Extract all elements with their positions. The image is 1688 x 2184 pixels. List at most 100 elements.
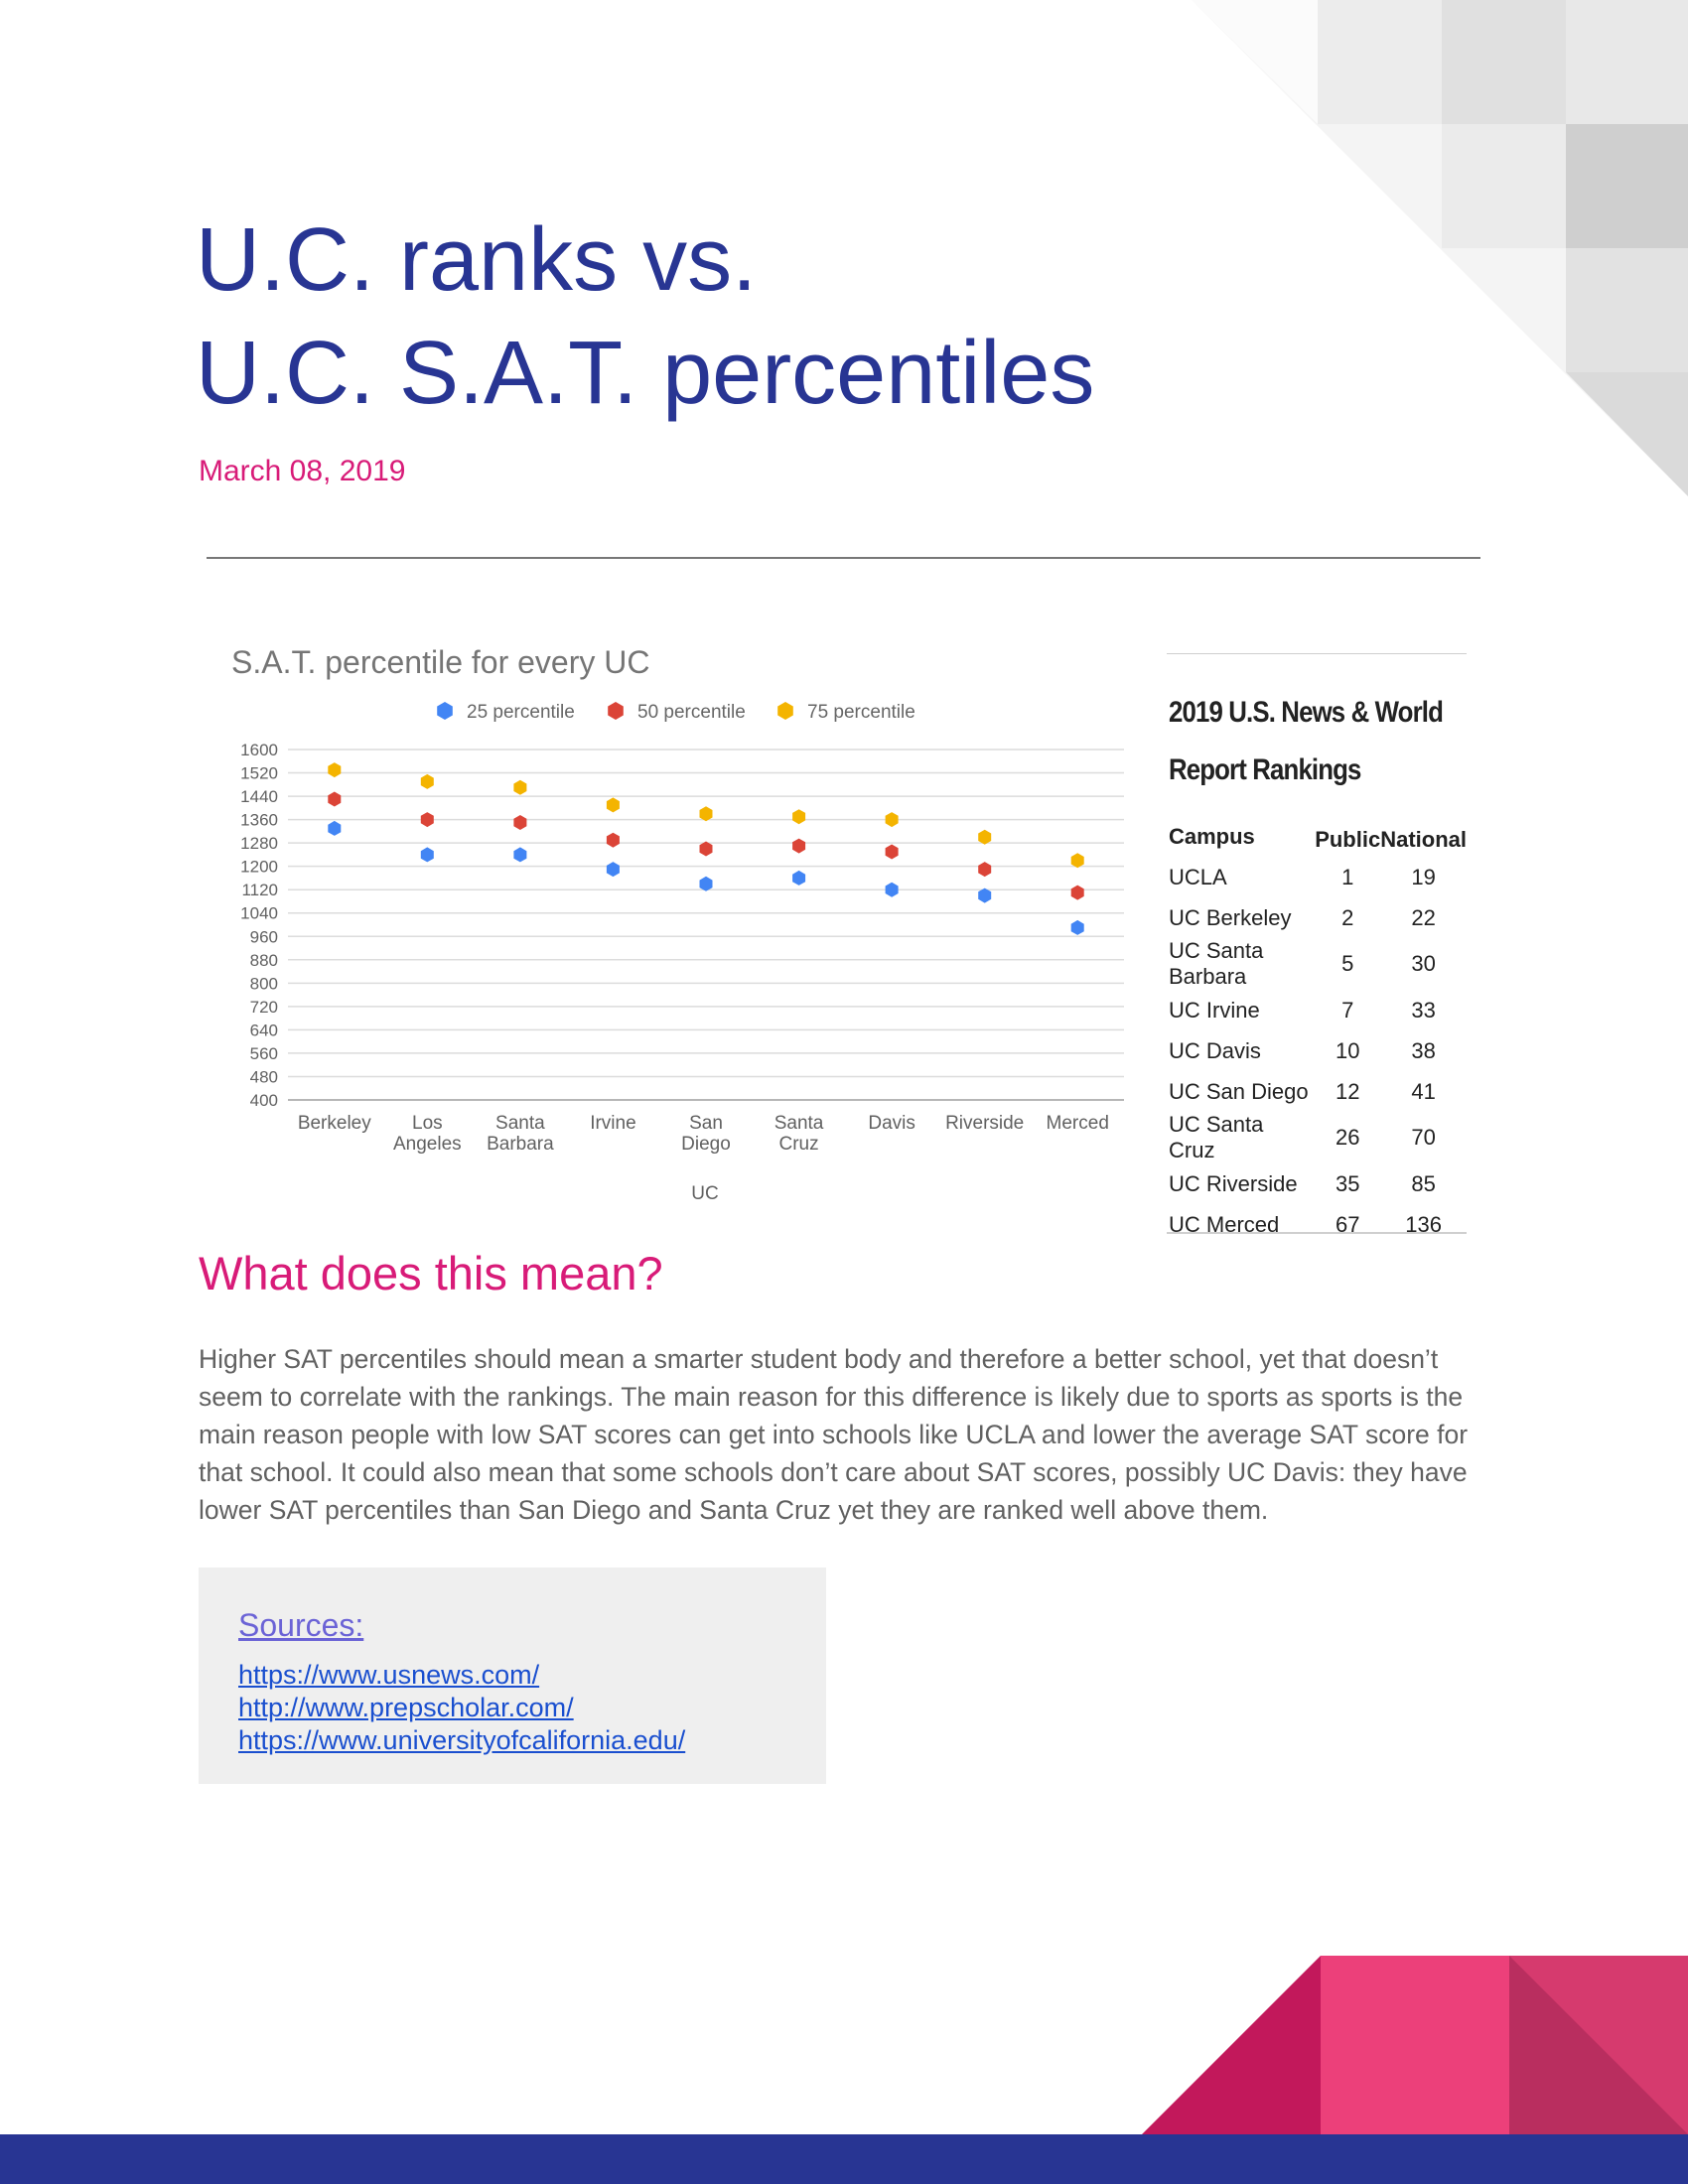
- rank-cell-public: 2: [1341, 904, 1354, 930]
- rankings-title-line-2: Report Rankings: [1169, 753, 1361, 786]
- data-point: [328, 820, 342, 836]
- x-category-label: Merced: [1047, 1113, 1109, 1134]
- legend-marker: [437, 702, 453, 720]
- rank-cell-national: 136: [1405, 1211, 1442, 1237]
- rankings-row: UC Irvine 7 33: [1167, 990, 1467, 1030]
- legend-label: 25 percentile: [467, 702, 575, 723]
- data-point: [513, 815, 527, 830]
- source-link-uc[interactable]: https://www.universityofcalifornia.edu/: [238, 1725, 686, 1755]
- rankings-body: UCLA 1 19 UC Berkeley 2 22 UC Santa Barbara 5 30…: [1167, 857, 1467, 1245]
- data-point: [792, 870, 806, 886]
- rank-cell-campus: UC Irvine: [1169, 997, 1260, 1023]
- rank-cell-national: 41: [1411, 1078, 1436, 1104]
- x-category-label: Davis: [868, 1113, 915, 1134]
- sources-title: Sources:: [238, 1607, 364, 1643]
- x-category-label: Santa: [495, 1113, 545, 1134]
- x-category-label: Santa: [774, 1113, 824, 1134]
- footer-decoration: [0, 1956, 1688, 2184]
- data-point: [1070, 885, 1084, 900]
- data-point: [699, 876, 713, 891]
- chart-legend: 25 percentile 50 percentile 75 percentile: [437, 702, 915, 723]
- rank-cell-campus: UC Berkeley: [1169, 904, 1292, 930]
- rank-cell-campus: UC Davis: [1169, 1037, 1261, 1063]
- y-tick-label: 1280: [240, 834, 278, 853]
- y-tick-label: 720: [250, 998, 278, 1017]
- legend-label: 50 percentile: [637, 702, 746, 723]
- header-national: National: [1380, 827, 1467, 852]
- chart-gridlines: [288, 749, 1124, 1101]
- rankings-row: UC Berkeley 2 22: [1167, 897, 1467, 938]
- y-tick-label: 640: [250, 1021, 278, 1039]
- y-tick-label: 1040: [240, 904, 278, 923]
- x-category-label: Barbara: [487, 1134, 554, 1155]
- data-point: [792, 809, 806, 825]
- x-category-label: Riverside: [945, 1113, 1024, 1134]
- rank-cell-campus: UC Santa Barbara: [1169, 938, 1264, 989]
- legend-label: 75 percentile: [807, 702, 915, 723]
- rankings-row: UC Santa Cruz 26 70: [1167, 1112, 1467, 1163]
- source-link-usnews[interactable]: https://www.usnews.com/: [238, 1660, 540, 1690]
- data-point: [885, 882, 899, 897]
- data-point: [606, 832, 620, 848]
- rank-cell-campus: UC Riverside: [1169, 1170, 1298, 1196]
- data-point: [513, 779, 527, 795]
- rankings-table: Campus Public National UCLA 1 19 UC Berkele…: [1167, 823, 1467, 1245]
- header-campus: Campus: [1169, 824, 1255, 849]
- chart-points: [328, 762, 1084, 935]
- rank-cell-national: 38: [1411, 1037, 1436, 1063]
- rankings-title-line-1: 2019 U.S. News & World: [1169, 696, 1444, 729]
- x-category-label: Angeles: [393, 1134, 462, 1155]
- rank-cell-national: 33: [1411, 997, 1436, 1023]
- x-category-label: Irvine: [590, 1113, 635, 1134]
- y-axis-ticks: 400 480 560 640 720 800 880 960 1040 1120 1200 1280…: [240, 741, 278, 1110]
- page-title: U.C. ranks vs. U.C. S.A.T. percentiles: [196, 204, 1387, 430]
- sat-percentile-chart: S.A.T. percentile for every UC 25 percen…: [231, 644, 1124, 1204]
- data-point: [978, 862, 992, 878]
- data-point: [328, 791, 342, 807]
- divider: [207, 557, 1480, 559]
- rankings-row: UCLA 1 19: [1167, 857, 1467, 897]
- header-public: Public: [1315, 827, 1381, 852]
- y-tick-label: 1440: [240, 787, 278, 806]
- header-decoration: [1192, 0, 1688, 496]
- data-point: [420, 812, 434, 828]
- rank-cell-public: 26: [1335, 1125, 1360, 1150]
- x-category-label: Diego: [681, 1134, 731, 1155]
- data-point: [328, 762, 342, 778]
- rankings-title: 2019 U.S. News & World Report Rankings: [1169, 684, 1459, 799]
- rankings-row: UC San Diego 12 41: [1167, 1071, 1467, 1112]
- title-line-2: U.C. S.A.T. percentiles: [196, 324, 1095, 423]
- rank-cell-public: 1: [1341, 864, 1354, 889]
- footer-bar: [0, 2134, 1688, 2184]
- data-point: [699, 841, 713, 857]
- x-axis-label: UC: [691, 1183, 718, 1204]
- rank-cell-campus: UC San Diego: [1169, 1078, 1309, 1104]
- rank-cell-national: 70: [1411, 1125, 1436, 1150]
- y-tick-label: 880: [250, 951, 278, 970]
- y-tick-label: 960: [250, 927, 278, 946]
- x-category-label: San: [689, 1113, 723, 1134]
- publish-date: March 08, 2019: [199, 455, 406, 487]
- y-tick-label: 1200: [240, 858, 278, 877]
- x-category-label: Berkeley: [298, 1113, 371, 1134]
- source-link-prepscholar[interactable]: http://www.prepscholar.com/: [238, 1693, 574, 1722]
- rankings-row: UC Merced 67 136: [1167, 1204, 1467, 1245]
- rank-cell-national: 22: [1411, 904, 1436, 930]
- analysis-paragraph: Higher SAT percentiles should mean a sma…: [199, 1344, 1469, 1525]
- data-point: [513, 847, 527, 863]
- data-point: [978, 887, 992, 903]
- rank-cell-public: 12: [1335, 1078, 1360, 1104]
- y-tick-label: 400: [250, 1091, 278, 1110]
- y-tick-label: 1120: [241, 881, 278, 899]
- rank-cell-national: 19: [1411, 864, 1436, 889]
- rank-cell-public: 10: [1335, 1037, 1360, 1063]
- data-point: [1070, 853, 1084, 869]
- data-point: [606, 862, 620, 878]
- chart-title: S.A.T. percentile for every UC: [231, 644, 649, 680]
- legend-marker: [608, 702, 624, 720]
- y-tick-label: 480: [250, 1067, 278, 1086]
- y-tick-label: 1600: [240, 741, 278, 759]
- rank-cell-campus: UC Merced: [1169, 1211, 1280, 1237]
- title-line-1: U.C. ranks vs.: [196, 210, 758, 310]
